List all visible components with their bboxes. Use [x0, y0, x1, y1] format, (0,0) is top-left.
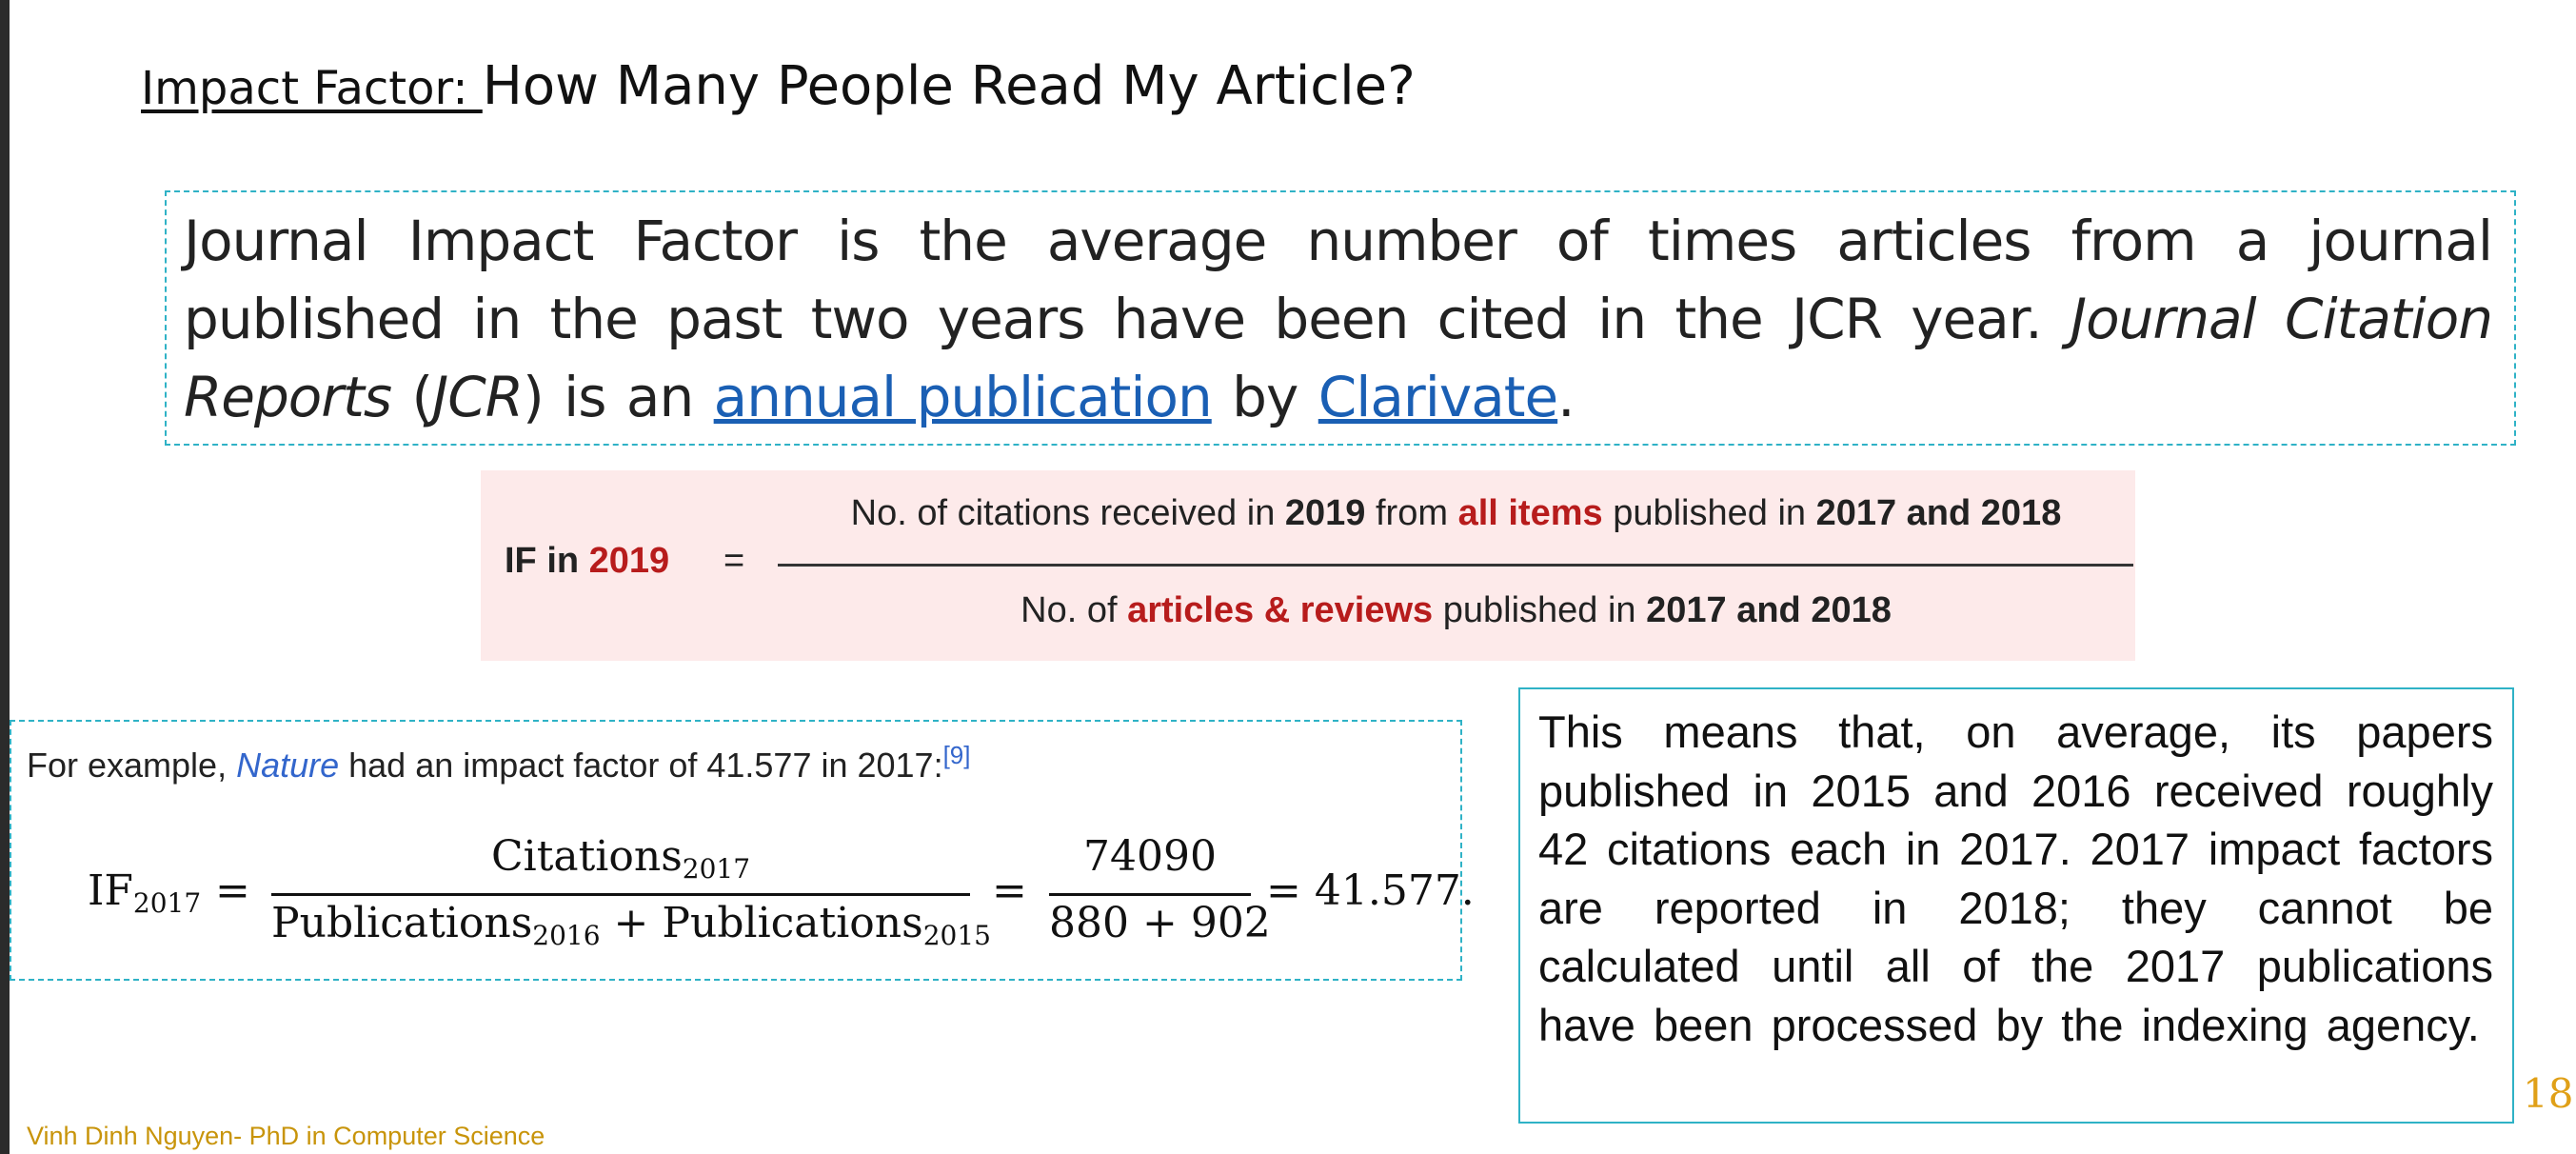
math-plus: +	[600, 899, 663, 947]
definition-part: Journal Impact Factor is the average num…	[184, 209, 2493, 351]
math-numerator-value: 74090	[1083, 832, 1217, 881]
math-sub: 2017	[132, 887, 202, 919]
formula-lhs: IF in 2019	[505, 541, 669, 582]
slide-title: Impact Factor: How Many People Read My A…	[141, 55, 1416, 117]
formula-denominator: No. of articles & reviews published in 2…	[792, 590, 2120, 631]
numerator-part: from	[1365, 493, 1458, 533]
formula-equals: =	[723, 541, 745, 581]
slide-left-edge	[0, 0, 10, 1154]
numerator-year: 2019	[1284, 493, 1366, 533]
formula-numerator: No. of citations received in 2019 from a…	[792, 493, 2120, 534]
formula-lhs-label: IF in	[505, 541, 589, 581]
explanation-text: This means that, on average, its papers …	[1538, 706, 2493, 1050]
math-lhs: IF2017	[88, 866, 201, 919]
formula-fraction-bar	[778, 564, 2133, 567]
numerator-part: published in	[1602, 493, 1816, 533]
example-intro-part: had an impact factor of 41.577 in 2017:	[339, 746, 943, 785]
denominator-part: No. of	[1020, 590, 1128, 630]
definition-part: .	[1557, 365, 1575, 429]
math-publications: Publications	[271, 899, 533, 947]
numerator-highlight: all items	[1457, 493, 1603, 533]
math-publications: Publications	[662, 899, 923, 947]
numerator-part: No. of citations received in	[850, 493, 1285, 533]
definition-part: ) is an	[523, 365, 714, 429]
denominator-highlight: articles & reviews	[1127, 590, 1434, 630]
math-denominator-value: 880 + 902	[1049, 899, 1271, 947]
annual-publication-link[interactable]: annual publication	[713, 365, 1213, 429]
math-sub: 2017	[682, 853, 751, 885]
formula-lhs-year: 2019	[588, 541, 670, 581]
numerator-years: 2017 and 2018	[1815, 493, 2062, 533]
math-fraction-bar	[1049, 893, 1251, 896]
math-sub: 2016	[532, 920, 601, 951]
denominator-part: published in	[1433, 590, 1647, 630]
page-number: 18	[2523, 1070, 2574, 1117]
title-question: How Many People Read My Article?	[482, 55, 1416, 117]
math-denominator: Publications2016 + Publications2015	[271, 899, 991, 951]
math-if: IF	[88, 866, 133, 915]
explanation-box	[1518, 687, 2514, 1124]
definition-text: Journal Impact Factor is the average num…	[184, 202, 2493, 436]
clarivate-link[interactable]: Clarivate	[1318, 365, 1558, 429]
example-box	[10, 720, 1462, 981]
example-intro: For example, Nature had an impact factor…	[27, 741, 971, 786]
math-citations: Citations	[490, 832, 683, 881]
nature-link[interactable]: Nature	[236, 746, 340, 785]
definition-part: (	[391, 365, 434, 429]
definition-part: by	[1211, 365, 1318, 429]
math-equals: =	[992, 866, 1027, 915]
math-sub: 2015	[922, 920, 991, 951]
math-numerator: Citations2017	[271, 832, 970, 885]
jcr-title-italic: Journal Citation Reports	[184, 287, 2493, 429]
example-intro-part: For example,	[27, 746, 237, 785]
math-equals: =	[215, 866, 250, 915]
jcr-abbrev-italic: JCR	[432, 365, 524, 429]
title-keyword: Impact Factor:	[141, 62, 483, 115]
denominator-years: 2017 and 2018	[1646, 590, 1892, 630]
math-result: = 41.577.	[1266, 866, 1475, 915]
citation-ref-link[interactable]: [9]	[942, 741, 971, 769]
definition-box	[165, 190, 2516, 446]
math-fraction-bar	[271, 893, 970, 896]
footer-author: Vinh Dinh Nguyen- PhD in Computer Scienc…	[27, 1122, 545, 1150]
